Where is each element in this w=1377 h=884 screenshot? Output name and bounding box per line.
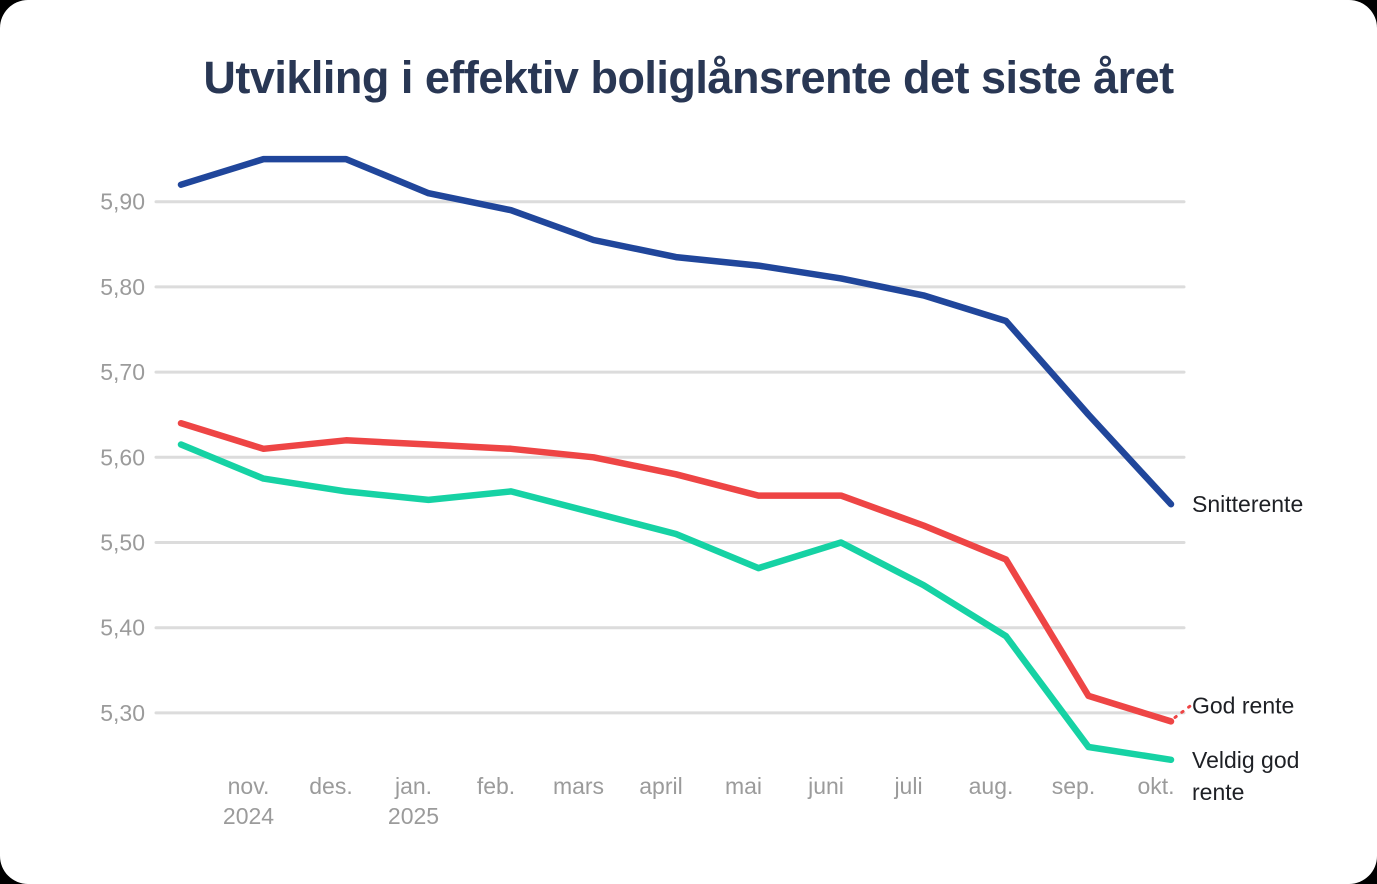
x-tick-label: mars [553,773,604,799]
x-tick-label: feb. [477,773,515,799]
x-tick-label: juni [807,773,844,799]
y-tick-label: 5,30 [100,700,145,726]
series-line-snitterente [177,155,1175,508]
y-tick-label: 5,80 [100,274,145,300]
x-tick-label: juli [893,773,922,799]
y-tick-label: 5,50 [100,530,145,556]
x-tick-year-label: 2025 [388,803,439,829]
x-tick-label: sep. [1052,773,1095,799]
label-connector-dotted [1173,703,1193,719]
x-tick-label: april [639,773,682,799]
x-tick-label: mai [725,773,762,799]
chart-title: Utvikling i effektiv boliglånsrente det … [203,52,1174,103]
x-tick-label: des. [309,773,352,799]
series-end-label-snitterente: Snitterente [1192,491,1303,517]
x-tick-label: jan. [394,773,432,799]
x-tick-label: aug. [969,773,1014,799]
series-end-label-veldig-god-rente: Veldig god rente [1192,747,1299,805]
y-tick-label: 5,40 [100,615,145,641]
series-line-veldig-god-rente [177,441,1175,764]
y-tick-label: 5,90 [100,189,145,215]
series-line-god-rente [177,419,1175,725]
series-end-label-god-rente: God rente [1192,692,1294,718]
x-tick-label: okt. [1137,773,1174,799]
y-tick-label: 5,70 [100,359,145,385]
y-tick-label: 5,60 [100,444,145,470]
x-tick-year-label: 2024 [223,803,274,829]
x-tick-label: nov. [228,773,270,799]
